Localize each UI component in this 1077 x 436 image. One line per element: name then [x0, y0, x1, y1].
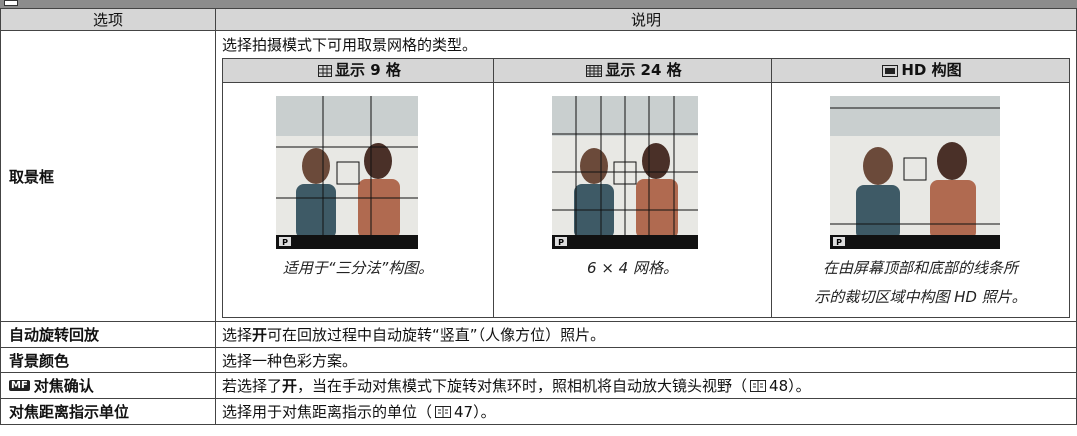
- caption-line: 示的裁切区域中构图 HD 照片。: [814, 288, 1027, 306]
- caption-line: 在由屏幕顶部和底部的线条所: [822, 259, 1018, 277]
- caption: 适用于“三分法”构图。: [222, 254, 494, 283]
- inner-cell: [771, 82, 1070, 318]
- description-cell: 选择用于对焦距离指示的单位（ 47）。: [215, 398, 1077, 425]
- option-cell: 对焦距离指示单位: [0, 398, 216, 425]
- photo-24: P: [552, 96, 698, 249]
- osd-mode: P: [836, 238, 842, 247]
- option-cell: 背景颜色: [0, 347, 216, 373]
- inner-header: 显示 9 格: [222, 58, 494, 83]
- inner-header: 显示 24 格: [493, 58, 772, 83]
- description-cell: 选择 开 可在回放过程中自动旋转“竖直”（人像方位）照片。: [215, 321, 1077, 348]
- osd-mode: P: [558, 238, 564, 247]
- header-text: 说明: [630, 11, 661, 29]
- photo-hd: P: [830, 96, 1000, 249]
- caption-line: 6 × 4 网格。: [587, 259, 678, 277]
- option-cell: MF 对焦确认: [0, 372, 216, 399]
- option-text: 对焦距离指示单位: [9, 403, 130, 421]
- description-text: 选择拍摄模式下可用取景网格的类型。: [222, 36, 478, 54]
- mf-icon: MF: [9, 380, 30, 391]
- hd-icon: [882, 64, 899, 77]
- caption: 6 × 4 网格。: [493, 254, 772, 283]
- option-cell: 自动旋转回放: [0, 321, 216, 348]
- description-cell: 若选择了 开，当在手动对焦模式下旋转对焦环时，照相机将自动放大镜头视野（ 48）。: [215, 372, 1077, 399]
- inner-header-text: 显示 9 格: [335, 61, 401, 79]
- text: 选择: [222, 326, 253, 344]
- text: 选择用于对焦距离指示的单位（: [222, 403, 433, 421]
- book-icon: [435, 405, 452, 418]
- photo-9: P: [276, 96, 418, 249]
- book-icon: [750, 379, 767, 392]
- header-text: 选项: [92, 11, 123, 29]
- grid9-icon: [318, 64, 333, 77]
- section-icon: [4, 0, 18, 6]
- grid24-icon: [586, 64, 603, 77]
- inner-header-text: HD 构图: [901, 61, 962, 79]
- option-text: 对焦确认: [33, 377, 94, 395]
- inner-header: HD 构图: [771, 58, 1070, 83]
- text: 可在回放过程中自动旋转“竖直”（人像方位）照片。: [267, 326, 606, 344]
- text: ，当在手动对焦模式下旋转对焦环时，照相机将自动放大镜头视野（: [297, 377, 748, 395]
- section-strip: [0, 0, 1077, 8]
- emphasis: 开: [252, 326, 268, 344]
- option-text: 取景框: [9, 167, 55, 186]
- option-cell: 取景框: [0, 30, 216, 322]
- header-cell: 说明: [215, 8, 1077, 31]
- header-cell: 选项: [0, 8, 216, 31]
- description-cell: 选择一种色彩方案。: [215, 347, 1077, 373]
- osd-mode: P: [282, 238, 288, 247]
- text: 若选择了: [222, 377, 283, 395]
- emphasis: 开: [282, 377, 298, 395]
- text: 47）。: [454, 403, 496, 421]
- text: 48）。: [769, 377, 811, 395]
- option-text: 自动旋转回放: [9, 326, 100, 344]
- caption: 在由屏幕顶部和底部的线条所 示的裁切区域中构图 HD 照片。: [771, 254, 1070, 312]
- inner-header-text: 显示 24 格: [605, 61, 682, 79]
- caption-line: 适用于“三分法”构图。: [282, 259, 434, 277]
- text: 选择一种色彩方案。: [222, 351, 358, 370]
- option-text: 背景颜色: [9, 351, 70, 370]
